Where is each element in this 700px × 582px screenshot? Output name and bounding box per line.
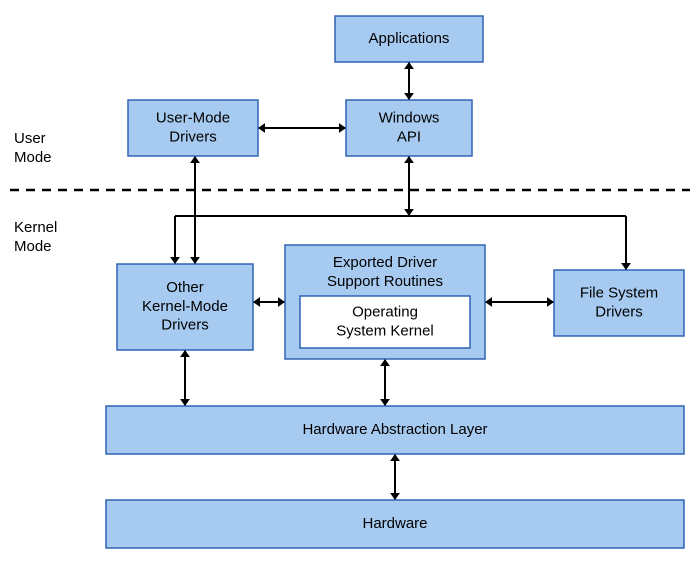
- side-label-kernel-2: Mode: [14, 238, 52, 255]
- arrow-head: [404, 93, 414, 100]
- node-exported-label: Exported Driver Support Routines: [327, 254, 443, 290]
- node-fs_drivers-label-line-0: File System: [580, 285, 658, 302]
- arrow-head: [390, 493, 400, 500]
- arrow-head: [380, 399, 390, 406]
- arrow-head: [404, 62, 414, 69]
- arrow-head: [190, 257, 200, 264]
- arrow-head: [278, 297, 285, 307]
- node-applications-label-line-0: Applications: [369, 30, 450, 47]
- side-label-user-1: User: [14, 130, 46, 147]
- node-exported-label-line-0: Exported Driver: [333, 254, 437, 271]
- node-exported-label-line-1: Support Routines: [327, 273, 443, 290]
- arrow-head: [190, 156, 200, 163]
- arrow-head: [258, 123, 265, 133]
- arrow-head: [170, 257, 180, 264]
- node-hal-label: Hardware Abstraction Layer: [302, 421, 487, 438]
- node-exported-inner-label-line-0: Operating: [352, 304, 418, 321]
- node-windows_api-label-line-0: Windows: [379, 110, 440, 127]
- side-label-kernel-1: Kernel: [14, 219, 57, 236]
- arrow-head: [380, 359, 390, 366]
- node-other_km-label-line-1: Kernel-Mode: [142, 298, 228, 315]
- node-user_drivers-label-line-0: User-Mode: [156, 110, 230, 127]
- node-hal-label-line-0: Hardware Abstraction Layer: [302, 421, 487, 438]
- arrow-head: [621, 263, 631, 270]
- arrow-head: [404, 209, 414, 216]
- arrow-head: [339, 123, 346, 133]
- arrow-head: [253, 297, 260, 307]
- node-user_drivers-label-line-1: Drivers: [169, 128, 217, 145]
- arrow-head: [180, 399, 190, 406]
- arrow-head: [404, 156, 414, 163]
- node-hardware-label-line-0: Hardware: [362, 515, 427, 532]
- side-label-user-2: Mode: [14, 149, 52, 166]
- node-applications-label: Applications: [369, 30, 450, 47]
- node-windows_api-label-line-1: API: [397, 128, 421, 145]
- arrow-head: [390, 454, 400, 461]
- node-exported-inner-label-line-1: System Kernel: [336, 322, 434, 339]
- node-other_km-label-line-2: Drivers: [161, 317, 209, 334]
- arrow-head: [485, 297, 492, 307]
- arrow-head: [180, 350, 190, 357]
- node-fs_drivers-label-line-1: Drivers: [595, 303, 643, 320]
- node-other_km-label-line-0: Other: [166, 279, 204, 296]
- arrow-head: [547, 297, 554, 307]
- node-hardware-label: Hardware: [362, 515, 427, 532]
